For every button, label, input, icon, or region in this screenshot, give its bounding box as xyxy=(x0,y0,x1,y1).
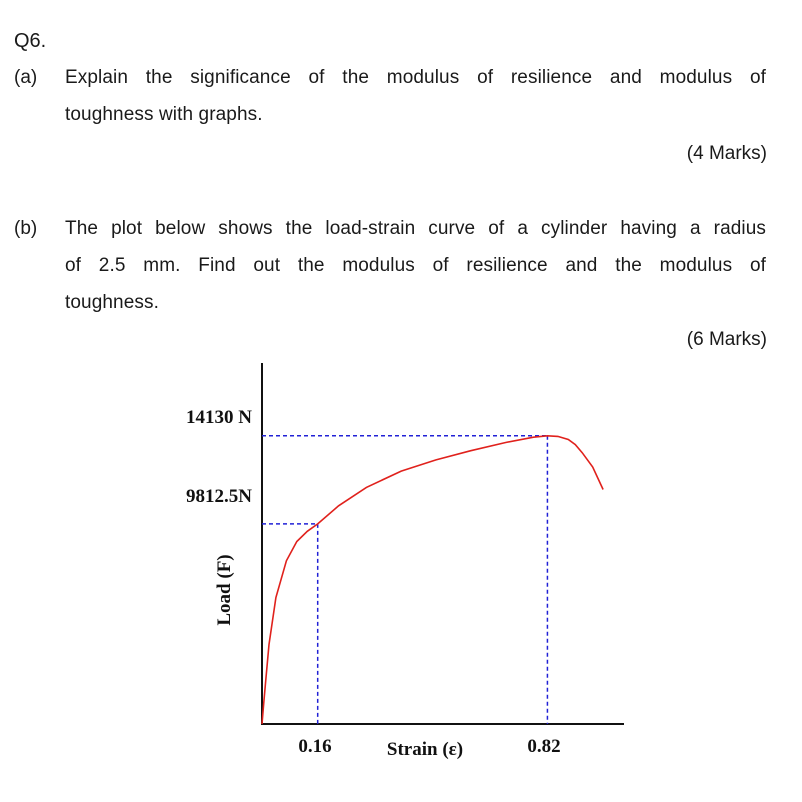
part-b-line-2: of 2.5 mm. Find out the modulus of resil… xyxy=(65,255,766,276)
part-a-label: (a) xyxy=(14,67,38,88)
y-axis-label: Load (F) xyxy=(214,554,235,625)
load-strain-curve xyxy=(261,434,604,725)
x-tick-ultimate-strain: 0.82 xyxy=(527,736,560,757)
part-a-line-1: Explain the significance of the modulus … xyxy=(65,67,766,88)
y-tick-yield-load: 9812.5N xyxy=(186,486,252,507)
part-b-marks: (6 Marks) xyxy=(686,329,767,350)
part-a-line-2: toughness with graphs. xyxy=(65,104,263,125)
x-tick-yield-strain: 0.16 xyxy=(298,736,331,757)
y-tick-ultimate-load: 14130 N xyxy=(186,407,252,428)
part-a-marks: (4 Marks) xyxy=(686,143,767,164)
question-number: Q6. xyxy=(14,30,47,52)
part-b-label: (b) xyxy=(14,218,38,239)
part-b-line-1: The plot below shows the load-strain cur… xyxy=(65,218,766,239)
x-axis-label: Strain (ε) xyxy=(387,739,463,760)
part-b-line-3: toughness. xyxy=(65,292,159,313)
